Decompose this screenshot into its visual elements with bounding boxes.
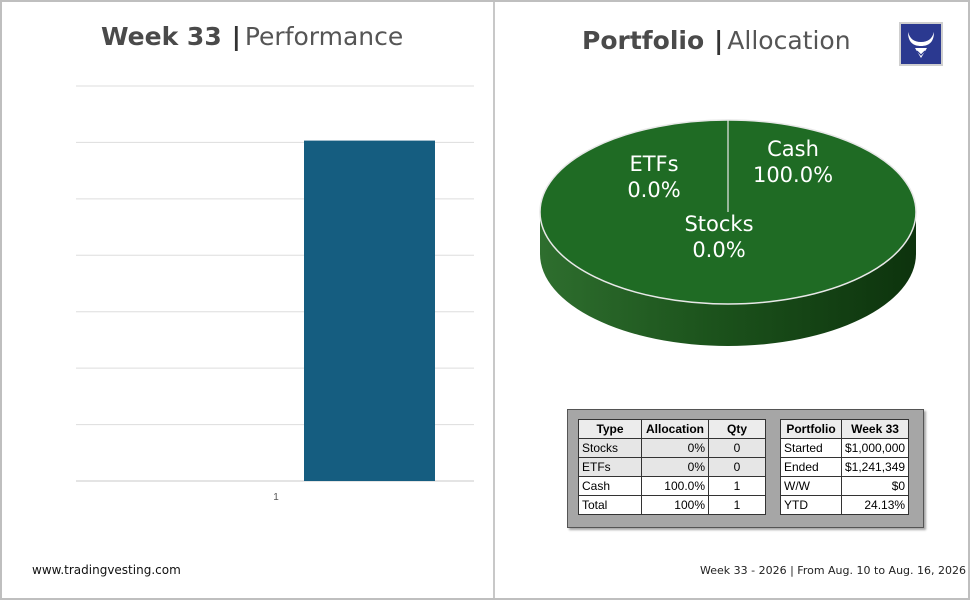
table-cell: 24.13% — [840, 495, 910, 515]
pie-value-label: 0.0% — [692, 238, 745, 262]
table-cell: 1 — [708, 476, 766, 496]
table-cell: ETFs — [578, 457, 642, 477]
table-header-cell: Qty — [708, 419, 766, 439]
table-header-cell: Type — [578, 419, 642, 439]
date-range-text: Week 33 - 2026 | From Aug. 10 to Aug. 16… — [700, 564, 966, 577]
portfolio-table: Portfolio Week 33 Started $1,000,000 Ended $… — [780, 419, 910, 515]
table-cell: $0 — [840, 476, 910, 496]
table-row: YTD 24.13% — [780, 495, 910, 515]
table-row: W/W $0 — [780, 476, 910, 496]
table-header-cell: Portfolio — [780, 419, 842, 439]
pie-label: Stocks — [684, 212, 753, 236]
table-cell: $1,241,349 — [840, 457, 910, 477]
table-cell: 0 — [708, 457, 766, 477]
bull-logo-icon — [899, 22, 943, 66]
table-cell: 0% — [641, 438, 709, 458]
table-cell: 100.0% — [641, 476, 709, 496]
table-cell: Ended — [780, 457, 842, 477]
table-row: ETFs 0% 0 — [578, 457, 766, 477]
table-cell: Total — [578, 495, 642, 515]
table-row: Ended $1,241,349 — [780, 457, 910, 477]
pie-side — [540, 212, 916, 346]
allocation-title-separator: | — [714, 26, 724, 55]
table-cell: W/W — [780, 476, 842, 496]
table-row: Cash 100.0% 1 — [578, 476, 766, 496]
performance-bar — [304, 140, 435, 481]
table-cell: 0 — [708, 438, 766, 458]
table-cell: 100% — [641, 495, 709, 515]
table-row: Total 100% 1 — [578, 495, 766, 515]
performance-title-light: Performance — [244, 22, 404, 51]
portfolio-table-header: Portfolio Week 33 — [780, 419, 910, 439]
allocation-table: Type Allocation Qty Stocks 0% 0 ETFs 0% 0 Cash 10… — [578, 419, 766, 515]
x-tick-label: 1 — [273, 492, 279, 503]
pie-value-label: 100.0% — [753, 163, 833, 187]
allocation-table-body: Stocks 0% 0 ETFs 0% 0 Cash 100.0% 1 Total 100% 1 — [578, 438, 766, 515]
table-cell: 0% — [641, 457, 709, 477]
table-cell: Started — [780, 438, 842, 458]
table-cell: Stocks — [578, 438, 642, 458]
allocation-title: Portfolio | Allocation — [582, 26, 851, 55]
pie-label: ETFs — [629, 152, 678, 176]
table-header-cell: Week 33 — [840, 419, 910, 439]
pie-label: Cash — [767, 137, 819, 161]
website-link[interactable]: www.tradingvesting.com — [32, 563, 181, 577]
allocation-title-light: Allocation — [727, 26, 851, 55]
table-row: Started $1,000,000 — [780, 438, 910, 458]
table-cell: 1 — [708, 495, 766, 515]
allocation-table-header: Type Allocation Qty — [578, 419, 766, 439]
allocation-title-bold: Portfolio — [582, 26, 705, 55]
performance-title-bold: Week 33 — [101, 22, 222, 51]
table-cell: Cash — [578, 476, 642, 496]
performance-title: Week 33 | Performance — [101, 22, 403, 51]
pie-value-label: 0.0% — [627, 178, 680, 202]
table-cell: $1,000,000 — [840, 438, 910, 458]
table-header-cell: Allocation — [641, 419, 709, 439]
table-row: Stocks 0% 0 — [578, 438, 766, 458]
panel-divider — [493, 2, 495, 598]
performance-bar-chart: 1 — [76, 85, 474, 503]
performance-title-separator: | — [231, 22, 241, 51]
summary-tables-box: Type Allocation Qty Stocks 0% 0 ETFs 0% 0 Cash 10… — [567, 409, 924, 528]
portfolio-table-body: Started $1,000,000 Ended $1,241,349 W/W $0 YTD… — [780, 438, 910, 515]
table-cell: YTD — [780, 495, 842, 515]
